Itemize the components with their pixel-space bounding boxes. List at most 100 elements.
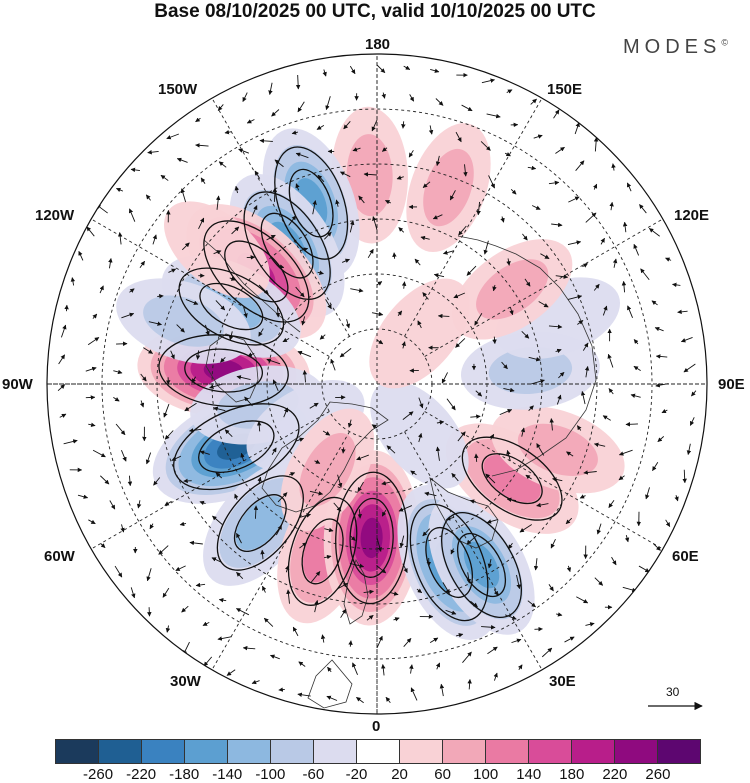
- colorbar-swatch: [400, 740, 443, 763]
- wind-arrow: [527, 165, 537, 171]
- wind-arrow: [215, 300, 226, 311]
- wind-arrow: [163, 403, 170, 418]
- wind-arrow: [536, 502, 549, 508]
- colorbar-tick-label: -180: [169, 766, 200, 783]
- wind-arrow: [410, 470, 417, 476]
- wind-arrow: [470, 600, 478, 608]
- wind-arrow: [229, 276, 236, 281]
- wind-arrow: [195, 350, 201, 360]
- streamline: [203, 220, 310, 323]
- wind-arrow: [181, 605, 189, 613]
- brand-copyright-mark: ©: [721, 37, 728, 48]
- wind-arrow: [556, 612, 563, 617]
- wind-arrow: [418, 397, 424, 409]
- wind-arrow: [585, 212, 597, 223]
- wind-arrow: [314, 459, 321, 464]
- wind-arrow: [256, 420, 262, 432]
- wind-arrow: [466, 535, 477, 545]
- colorbar-swatch: [99, 740, 142, 763]
- lon-label-120w: 120W: [35, 207, 75, 224]
- wind-arrow: [371, 311, 384, 317]
- streamline: [461, 436, 563, 521]
- wind-arrow: [258, 328, 264, 337]
- wind-arrow: [185, 298, 199, 305]
- positive-anomaly: [445, 423, 579, 534]
- wind-arrow: [558, 371, 565, 379]
- map-title: Base 08/10/2025 00 UTC, valid 10/10/2025…: [154, 1, 596, 22]
- wind-arrow: [403, 638, 412, 647]
- wind-arrow: [325, 299, 332, 310]
- meridian-line: [211, 431, 350, 671]
- wind-arrow: [435, 98, 444, 106]
- wind-arrow: [282, 337, 290, 343]
- wind-arrow: [356, 696, 364, 704]
- wind-arrow: [401, 281, 407, 289]
- colorbar-tick-label: -20: [345, 766, 368, 783]
- wind-arrow: [157, 294, 164, 299]
- wind-arrow: [538, 301, 549, 308]
- wind-arrow: [149, 523, 154, 530]
- wind-arrow: [493, 672, 498, 681]
- wind-arrow: [602, 415, 611, 421]
- wind-arrow: [277, 492, 288, 503]
- wind-arrow: [271, 447, 277, 455]
- wind-arrow: [449, 190, 456, 201]
- colorbar-swatch: [185, 740, 228, 763]
- wind-arrow: [309, 402, 319, 409]
- wind-arrow: [462, 651, 472, 663]
- wind-arrow: [85, 366, 97, 372]
- wind-arrow: [376, 339, 384, 345]
- wind-arrow: [272, 379, 279, 391]
- wind-vectors: [57, 64, 697, 704]
- wind-arrow: [345, 319, 351, 329]
- wind-arrow: [525, 474, 532, 480]
- wind-arrow: [639, 204, 647, 214]
- wind-arrow: [113, 369, 123, 375]
- map-boundary: [46, 53, 708, 715]
- colorbar-tick-label: -60: [302, 766, 325, 783]
- wind-arrow: [121, 450, 127, 462]
- wind-arrow: [399, 535, 405, 548]
- wind-arrow: [257, 476, 262, 484]
- lon-label-150e: 150E: [547, 81, 583, 98]
- meridian-line: [424, 218, 664, 357]
- wind-arrow: [402, 563, 408, 574]
- wind-arrow: [218, 597, 227, 603]
- wind-arrow: [168, 268, 177, 273]
- wind-arrow: [220, 356, 226, 363]
- wind-arrow: [199, 500, 206, 506]
- wind-arrow: [234, 185, 240, 194]
- colorbar-tick-label: 260: [645, 766, 671, 783]
- wind-arrow: [442, 582, 450, 594]
- lon-label-90w: 90W: [2, 376, 33, 393]
- wind-arrow: [70, 277, 76, 286]
- wind-arrow: [309, 490, 324, 496]
- wind-arrow: [480, 141, 491, 151]
- wind-arrow: [266, 358, 281, 365]
- wind-arrow: [530, 379, 545, 385]
- wind-arrow: [624, 534, 630, 543]
- wind-arrow: [275, 524, 282, 536]
- wind-arrow: [136, 500, 142, 509]
- wind-arrow: [555, 274, 569, 279]
- wind-arrow: [299, 542, 307, 549]
- wind-arrow: [213, 250, 222, 255]
- wind-arrow: [555, 146, 565, 154]
- wind-arrow: [275, 306, 281, 318]
- wind-arrow: [291, 130, 299, 135]
- colorbar-swatch: [572, 740, 615, 763]
- wind-arrow: [236, 532, 242, 544]
- wind-arrow: [397, 310, 403, 316]
- wind-arrow: [272, 187, 278, 202]
- wind-arrow: [439, 683, 445, 697]
- streamline: [409, 503, 489, 622]
- streamline: [425, 526, 473, 599]
- wind-arrow: [242, 92, 248, 102]
- wind-arrow: [651, 300, 658, 306]
- wind-arrow: [580, 390, 586, 405]
- wind-arrow: [243, 306, 248, 319]
- colorbar-swatch: [271, 740, 314, 763]
- wind-arrow: [403, 65, 411, 70]
- wind-arrow: [322, 430, 331, 436]
